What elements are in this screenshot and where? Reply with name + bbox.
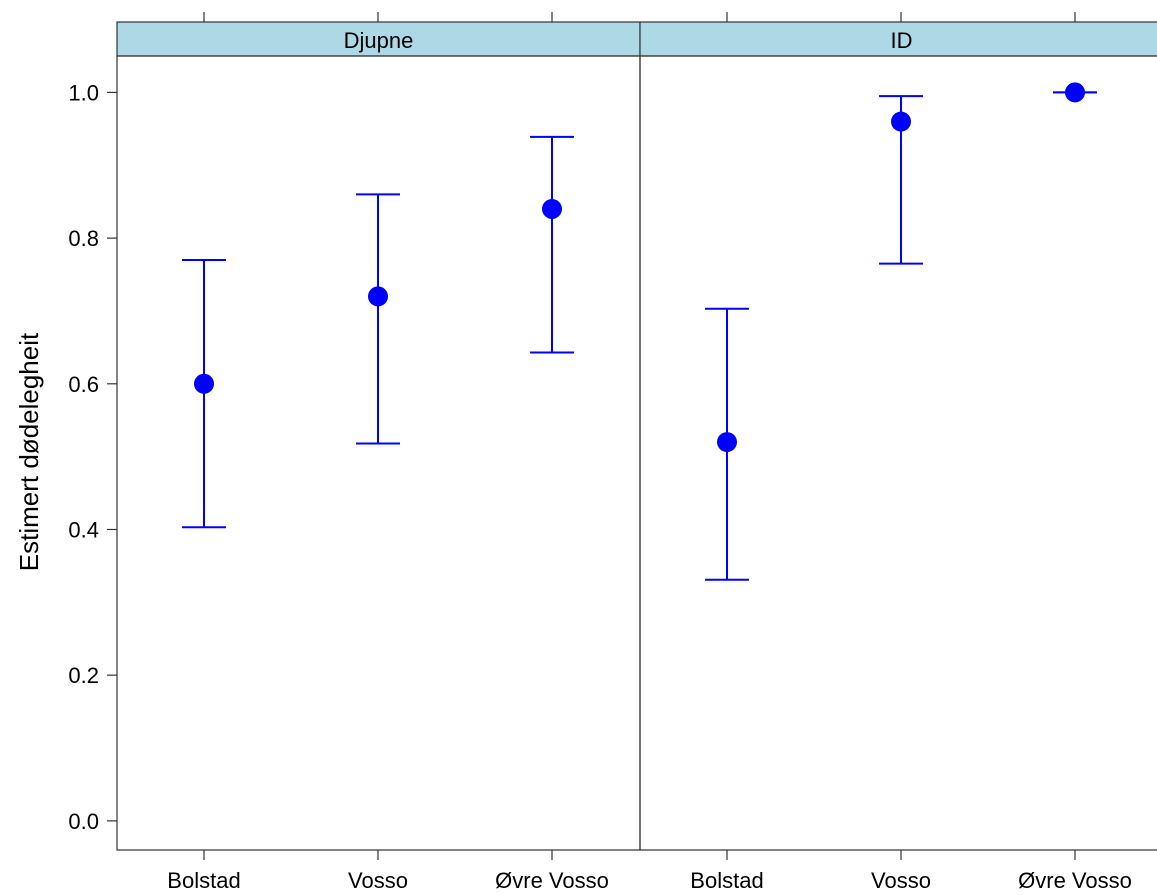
strip-label-1: ID xyxy=(891,28,913,53)
y-tick-label: 0.6 xyxy=(68,372,99,397)
x-tick-label: Øvre Vosso xyxy=(495,868,609,893)
x-tick-label: Bolstad xyxy=(690,868,763,893)
estimate-point xyxy=(542,198,562,219)
strip-0 xyxy=(116,21,641,57)
y-axis-title: Estimert dødelegheit xyxy=(14,332,44,571)
x-tick-label: Øvre Vosso xyxy=(1018,868,1132,893)
panel-strips: Djupne ID xyxy=(116,21,1157,57)
x-axis: Bolstad Vosso Øvre Vosso Bolstad Vosso Øvre V… xyxy=(167,12,1132,893)
y-tick-label: 1.0 xyxy=(68,80,99,105)
estimate-point xyxy=(717,432,737,453)
y-tick-label: 0.2 xyxy=(68,663,99,688)
estimate-point xyxy=(368,286,388,307)
y-tick-label: 0.0 xyxy=(68,809,99,834)
estimate-point xyxy=(1065,82,1085,103)
y-axis: 0.0 0.2 0.4 0.6 0.8 1.0 xyxy=(68,80,117,834)
x-tick-label: Bolstad xyxy=(167,868,240,893)
estimate-point xyxy=(891,111,911,132)
panel-frames xyxy=(116,55,1157,851)
x-tick-label: Vosso xyxy=(348,868,408,893)
strip-1 xyxy=(639,21,1157,57)
y-tick-label: 0.4 xyxy=(68,517,99,542)
x-tick-label: Vosso xyxy=(871,868,931,893)
panel-frame-1 xyxy=(639,55,1157,851)
y-tick-label: 0.8 xyxy=(68,226,99,251)
error-bar-marks xyxy=(182,82,1097,581)
strip-label-0: Djupne xyxy=(344,28,414,53)
estimate-point xyxy=(194,373,214,394)
panel-frame-0 xyxy=(116,55,641,851)
